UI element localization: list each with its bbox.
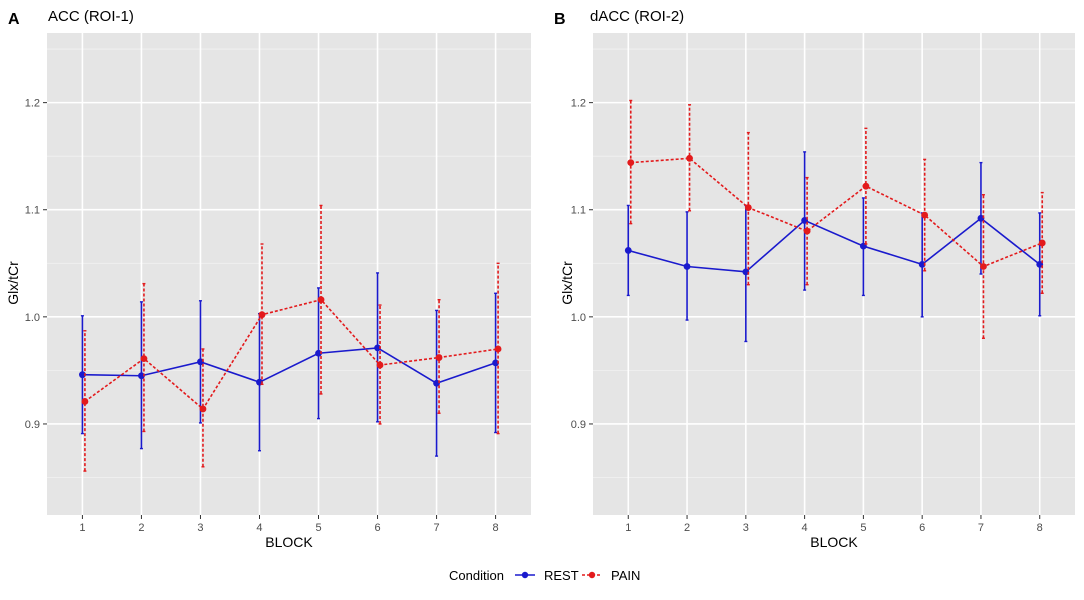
legend-key-rest <box>515 571 535 579</box>
panel-a-pain-point <box>199 405 207 413</box>
panel-b-y-tick-label: 1.2 <box>571 98 586 110</box>
panel-a-y-axis-title: Glx/tCr <box>5 261 21 305</box>
legend-title: Condition <box>449 568 504 583</box>
panel-b-pain-point <box>686 154 693 162</box>
panel-b-plot-area: 0.9 1.0 1.1 1.2 1 2 3 4 5 6 7 8 <box>571 33 1075 534</box>
panel-a-x-axis-title: BLOCK <box>265 534 313 550</box>
panel-b-pain-point <box>1038 239 1046 247</box>
panel-b-pain-point <box>980 263 987 270</box>
panel-a-x-tick-label: 5 <box>315 522 321 534</box>
panel-a-y-tick-label: 1.2 <box>25 98 40 110</box>
panel-a-pain-point <box>494 345 502 353</box>
panel-a-rest-point <box>374 344 381 352</box>
panel-a-pain-point <box>376 361 384 369</box>
panel-a-pain-point <box>258 311 266 319</box>
panel-b-pain-point <box>744 204 752 211</box>
legend: Condition REST PAIN <box>449 568 640 583</box>
legend-key-pain <box>582 571 602 579</box>
panel-b-rest-point <box>918 260 926 268</box>
panel-b-rest-line <box>628 217 1041 273</box>
panel-b-pain-point <box>862 182 870 190</box>
panel-b-x-tick-label: 7 <box>978 522 984 534</box>
panel-a-x-tick-label: 1 <box>79 522 85 534</box>
panel-b-rest-point <box>683 263 691 270</box>
panel-b-x-tick-label: 6 <box>919 522 925 534</box>
legend-pain-marker <box>588 571 596 579</box>
panel-a-rest-point <box>79 371 86 379</box>
panel-b-rest-point <box>801 217 809 224</box>
panel-a-y-tick-label: 0.9 <box>25 419 40 431</box>
panel-b-rest-point <box>977 214 985 222</box>
panel-a-pain-point <box>140 355 148 363</box>
panel-b-rest-point <box>742 268 750 276</box>
panel-a-x-tick-label: 6 <box>374 522 380 534</box>
panel-a: A ACC (ROI-1) BLOCK Glx/tCr 0.9 1.0 1.1 1.2… <box>5 8 531 550</box>
panel-b-y-axis-title: Glx/tCr <box>559 261 575 305</box>
legend-rest-label: REST <box>544 568 579 583</box>
panel-b-x-tick-label: 2 <box>684 522 690 534</box>
panel-b: B dACC (ROI-2) BLOCK Glx/tCr 0.9 1.0 1.1 1.… <box>554 8 1075 550</box>
panel-a-title: ACC (ROI-1) <box>48 8 134 25</box>
panel-a-letter: A <box>8 11 20 28</box>
panel-b-x-tick-label: 1 <box>625 522 631 534</box>
panel-b-x-axis-title: BLOCK <box>810 534 858 550</box>
panel-a-pain-point <box>317 296 325 304</box>
panel-b-pain-point <box>803 227 811 235</box>
panel-b-rest-point <box>624 247 632 254</box>
panel-a-x-tick-label: 3 <box>197 522 203 534</box>
panel-b-background <box>593 33 1075 515</box>
panel-a-x-tick-label: 4 <box>256 522 262 534</box>
legend-rest-marker <box>521 571 529 579</box>
panel-a-background <box>47 33 531 515</box>
panel-b-x-tick-label: 8 <box>1037 522 1043 534</box>
panel-b-pain-line <box>630 157 1043 268</box>
panel-a-pain-point <box>435 354 443 361</box>
panel-b-y-tick-label: 1.1 <box>571 205 586 217</box>
panel-b-pain-point <box>921 211 929 219</box>
panel-a-pain-line <box>84 298 499 411</box>
panel-b-y-tick-label: 0.9 <box>571 419 586 431</box>
legend-pain-label: PAIN <box>611 568 640 583</box>
panel-a-y-tick-label: 1.0 <box>25 312 40 324</box>
panel-a-pain-point <box>81 398 89 405</box>
panel-a-x-tick-label: 8 <box>493 522 499 534</box>
panel-b-pain-point <box>627 159 635 167</box>
panel-a-x-tick-label: 2 <box>138 522 144 534</box>
panel-b-x-tick-label: 4 <box>802 522 808 534</box>
panel-b-x-tick-label: 5 <box>860 522 866 534</box>
panel-a-rest-point <box>492 359 499 367</box>
panel-b-x-tick-label: 3 <box>743 522 749 534</box>
panel-b-title: dACC (ROI-2) <box>590 8 684 25</box>
panel-b-y-tick-label: 1.0 <box>571 312 586 324</box>
panel-a-plot-area: 0.9 1.0 1.1 1.2 1 2 3 4 5 6 7 8 <box>25 33 531 534</box>
panel-b-letter: B <box>554 11 566 28</box>
panel-a-x-tick-label: 7 <box>433 522 439 534</box>
panel-a-rest-line <box>82 347 496 385</box>
panel-a-y-tick-label: 1.1 <box>25 205 40 217</box>
